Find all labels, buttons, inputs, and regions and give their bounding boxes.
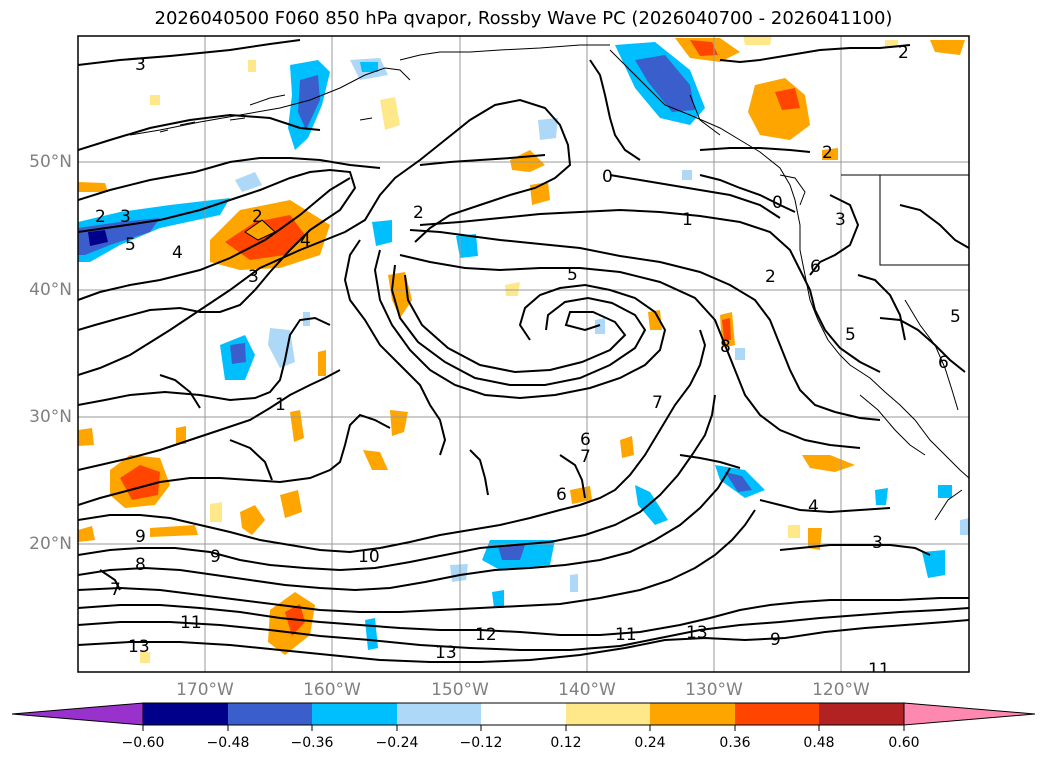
contour-label: 12 (475, 625, 497, 645)
map-gridlines (78, 36, 969, 672)
colorbar-tick-label: 0.12 (550, 735, 582, 751)
colorbar-tick-label: −0.24 (375, 735, 419, 751)
lon-label: 150°W (431, 680, 489, 700)
contour-label: 11 (180, 613, 202, 633)
colorbar-tick-label: 0.48 (803, 735, 835, 751)
contour-label: 3 (120, 207, 131, 227)
colorbar-segment (650, 703, 735, 725)
contour-label: 2 (898, 43, 909, 63)
colorbar-tick-label: 0.36 (719, 735, 751, 751)
colorbar-segment (566, 703, 650, 725)
lon-label: 120°W (812, 680, 870, 700)
lon-label: 130°W (685, 680, 743, 700)
contour-label: 3 (872, 533, 883, 553)
contour-label: 6 (580, 430, 591, 450)
lat-label: 20°N (29, 534, 72, 554)
contour-label: 10 (358, 547, 380, 567)
contour-label: 9 (135, 527, 146, 547)
contour-label: 2 (95, 207, 106, 227)
contour-label: 5 (567, 265, 578, 285)
contour-label: 7 (652, 393, 663, 413)
colorbar-segment (143, 703, 228, 725)
coastlines (129, 44, 969, 521)
lon-label: 160°W (303, 680, 361, 700)
colorbar-tick-label: −0.48 (206, 735, 250, 751)
contour-label-group: 3 2 3 5 4 3 2 4 2 0 1 5 2 1 7 6 7 6 8 9 … (95, 43, 961, 680)
contour-label: 5 (845, 325, 856, 345)
contour-label: 3 (135, 55, 146, 75)
contour-label: 7 (580, 447, 591, 467)
contour-label: 2 (413, 203, 424, 223)
lon-label: 170°W (176, 680, 234, 700)
contour-label: 6 (938, 353, 949, 373)
colorbar-tick-label: −0.36 (290, 735, 334, 751)
contour-label: 4 (172, 243, 183, 263)
contour-label: 1 (682, 210, 693, 230)
lon-label: 140°W (558, 680, 616, 700)
contour-label: 8 (135, 555, 146, 575)
contour-label: 7 (110, 580, 121, 600)
colorbar-segment (312, 703, 397, 725)
colorbar (11, 702, 1036, 731)
contour-label: 9 (770, 630, 781, 650)
contour-label: 13 (686, 623, 708, 643)
contour-label: 8 (720, 337, 731, 357)
contour-label: 9 (210, 547, 221, 567)
map-title: 2026040500 F060 850 hPa qvapor, Rossby W… (154, 8, 893, 29)
colorbar-segment (819, 703, 904, 725)
map-frame (77, 35, 970, 673)
contour-label: 6 (810, 257, 821, 277)
colorbar-tick-label: 0.24 (634, 735, 666, 751)
colorbar-segment (481, 703, 566, 725)
colorbar-tick-label: −0.60 (121, 735, 165, 751)
contour-label: 11 (615, 625, 637, 645)
colorbar-tick-label: 0.60 (888, 735, 920, 751)
colorbar-segment (735, 703, 819, 725)
lat-label: 50°N (29, 152, 72, 172)
lat-label: 30°N (29, 407, 72, 427)
contour-label: 1 (275, 395, 286, 415)
contour-label: 2 (765, 267, 776, 287)
contour-label: 11 (868, 660, 890, 680)
contour-label: 0 (602, 167, 613, 187)
contour-label: 3 (835, 210, 846, 230)
lat-label: 40°N (29, 280, 72, 300)
contour-label: 4 (300, 231, 311, 251)
contour-label: 13 (128, 637, 150, 657)
contour-label: 0 (772, 193, 783, 213)
contour-label: 3 (248, 267, 259, 287)
colorbar-upper-extend (903, 702, 1036, 726)
colorbar-tick-label: −0.12 (459, 735, 503, 751)
contour-label: 4 (808, 497, 819, 517)
contour-label: 2 (822, 143, 833, 163)
colorbar-segment (397, 703, 481, 725)
contour-label: 6 (556, 485, 567, 505)
contour-label: 13 (435, 643, 457, 663)
colorbar-segment (228, 703, 312, 725)
contour-label: 5 (950, 307, 961, 327)
contour-label: 5 (125, 235, 136, 255)
rossby-wave-contours (78, 39, 969, 663)
colorbar-lower-extend (11, 702, 144, 726)
map-plot-area: 3 2 3 5 4 3 2 4 2 0 1 5 2 1 7 6 7 6 8 9 … (78, 36, 969, 680)
contour-label: 2 (252, 207, 263, 227)
